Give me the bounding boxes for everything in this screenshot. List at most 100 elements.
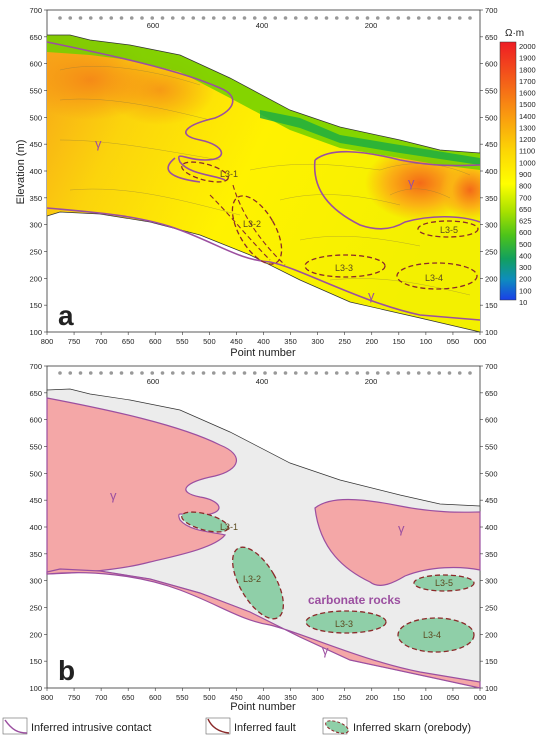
- y-tick-label-right: 250: [485, 248, 498, 257]
- colorbar-level-label: 1700: [519, 77, 536, 86]
- colorbar-labels: 2000 1900 1800 1700 1600 1500 1400 1300 1200 1100…: [519, 42, 536, 307]
- station-dot: [314, 16, 319, 20]
- station-dot: [416, 371, 421, 375]
- x-tick-label: 550: [176, 693, 189, 702]
- panel-a-ticks: 700 650 600 550 500 450 400 350 300 250 200 150 100 7…: [29, 6, 497, 346]
- colorbar-scale: [499, 41, 517, 301]
- gamma-label-a-3: γ: [368, 288, 375, 303]
- y-tick-label-right: 250: [485, 604, 498, 613]
- station-dot: [386, 371, 390, 375]
- y-tick-label-right: 400: [485, 167, 498, 176]
- legend-label-skarn: Inferred skarn (orebody): [353, 722, 471, 734]
- station-dot: [406, 16, 411, 20]
- station-dot: [140, 16, 144, 20]
- station-dot: [447, 371, 452, 375]
- y-tick-label-right: 200: [485, 274, 498, 283]
- skarn-L3-3: [305, 610, 387, 634]
- station-dot: [396, 371, 401, 375]
- x-tick-label: 200: [365, 693, 378, 702]
- x-tick-label: 750: [68, 693, 81, 702]
- x-tick-label: 700: [95, 337, 108, 346]
- colorbar-level-label: 300: [519, 263, 532, 272]
- skarn-icon: [325, 720, 349, 734]
- y-tick-label-left: 550: [29, 443, 42, 452]
- colorbar-level-label: 200: [519, 275, 532, 284]
- x-tick-label: 350: [284, 337, 297, 346]
- station-dot: [283, 371, 288, 375]
- colorbar-level-label: 1800: [519, 65, 536, 74]
- legend-label-intrusive: Inferred intrusive contact: [31, 722, 151, 734]
- station-dot: [222, 16, 226, 20]
- intrusive-contact-icon: [4, 719, 28, 734]
- x-tick-label: 700: [95, 693, 108, 702]
- x-tick-label: 050: [447, 693, 460, 702]
- orebody-label-L3-5: L3-5: [440, 225, 458, 235]
- gamma-label-b-1: γ: [110, 488, 117, 503]
- skarn-outlines-a: [181, 161, 479, 290]
- y-tick-label-left: 650: [29, 33, 42, 42]
- x-tick-label: 250: [338, 693, 351, 702]
- station-dot: [293, 371, 298, 375]
- y-tick-label-right: 500: [485, 469, 498, 478]
- station-number-label: 400: [256, 21, 269, 30]
- skarn-L3-2: [231, 546, 285, 620]
- orebody-label-b-L3-2: L3-2: [243, 574, 261, 584]
- station-dot: [222, 371, 226, 375]
- skarn-L3-5: [413, 574, 475, 592]
- colorbar-level-label: 1500: [519, 100, 536, 109]
- station-number-label: 200: [365, 377, 378, 386]
- y-tick-label-right: 400: [485, 523, 498, 532]
- colorbar-level-label: 625: [519, 217, 532, 226]
- y-tick-label-right: 150: [485, 657, 498, 666]
- x-tick-label: 100: [420, 693, 433, 702]
- x-tick-label: 500: [203, 337, 216, 346]
- x-tick-label: 600: [149, 693, 162, 702]
- x-tick-label: 400: [257, 693, 270, 702]
- station-dot: [365, 16, 370, 20]
- y-tick-label-left: 150: [29, 301, 42, 310]
- station-dot: [160, 16, 165, 20]
- x-axis-label-a: Point number: [230, 347, 296, 359]
- y-tick-label-right: 650: [485, 33, 498, 42]
- station-dots-b: [58, 371, 472, 375]
- legend-item-fault: Inferred fault: [205, 717, 296, 735]
- station-dot: [211, 371, 216, 375]
- faults-a: [209, 184, 286, 266]
- station-dot: [232, 371, 237, 375]
- station-dot: [181, 371, 185, 375]
- colorbar-level-label: 600: [519, 228, 532, 237]
- station-dot: [150, 371, 155, 375]
- y-tick-label-right: 200: [485, 630, 498, 639]
- station-dot: [324, 371, 329, 375]
- y-tick-label-left: 400: [29, 523, 42, 532]
- x-tick-label: 250: [338, 337, 351, 346]
- station-dot: [304, 371, 308, 375]
- station-dot: [375, 371, 380, 375]
- y-tick-label-right: 550: [485, 443, 498, 452]
- station-dot: [119, 16, 124, 20]
- station-dot: [140, 371, 144, 375]
- station-dot: [242, 371, 247, 375]
- colorbar-level-label: 100: [519, 286, 532, 295]
- y-tick-label-right: 650: [485, 389, 498, 398]
- station-dot: [252, 371, 257, 375]
- y-tick-label-left: 700: [29, 362, 42, 371]
- station-dot: [58, 16, 62, 20]
- colorbar-level-label: 2000: [519, 42, 536, 51]
- y-tick-label-right: 700: [485, 362, 498, 371]
- station-dot: [129, 16, 134, 20]
- x-tick-label: 750: [68, 337, 81, 346]
- station-dot: [427, 371, 431, 375]
- y-tick-label-right: 600: [485, 60, 498, 69]
- station-dot: [273, 16, 278, 20]
- y-axis-label-a: Elevation (m): [15, 140, 27, 205]
- x-tick-label: 650: [122, 337, 135, 346]
- y-tick-label-left: 300: [29, 221, 42, 230]
- station-dot: [355, 16, 360, 20]
- legend-label-fault: Inferred fault: [234, 722, 296, 734]
- y-tick-label-right: 300: [485, 221, 498, 230]
- y-tick-label-left: 300: [29, 577, 42, 586]
- station-dot: [170, 16, 175, 20]
- carbonate-rocks-label: carbonate rocks: [308, 593, 401, 607]
- x-tick-label: 350: [284, 693, 297, 702]
